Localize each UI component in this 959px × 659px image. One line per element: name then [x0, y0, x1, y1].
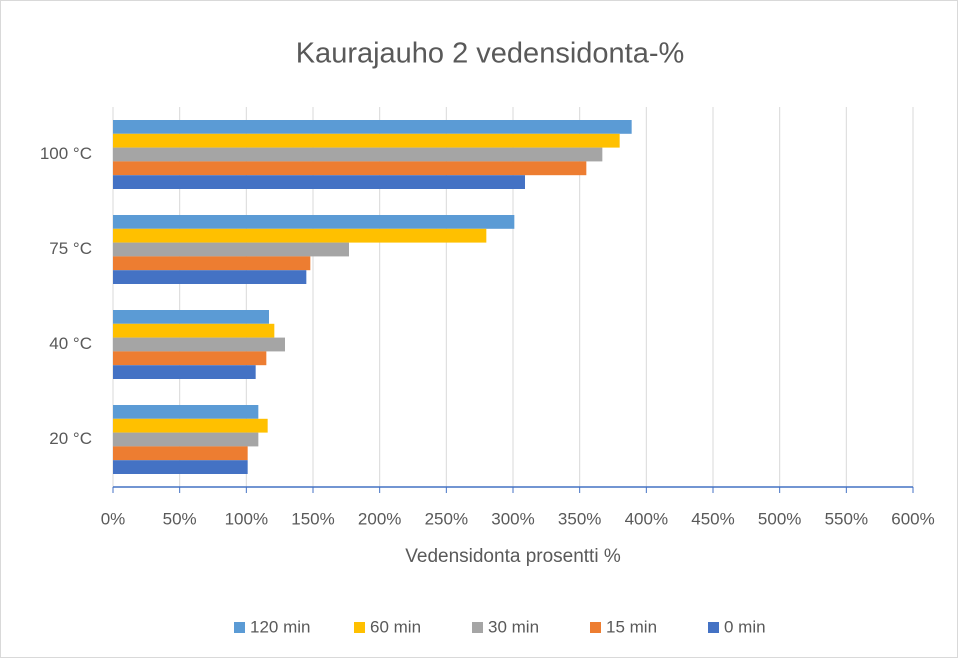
y-tick-label: 100 °C [40, 144, 92, 163]
x-tick-label: 500% [758, 509, 801, 528]
y-tick-label: 75 °C [49, 239, 92, 258]
bar [113, 215, 515, 229]
bar [113, 256, 311, 271]
bar [113, 270, 307, 284]
chart-title: Kaurajauho 2 vedensidonta-% [296, 38, 685, 70]
legend-swatch [234, 622, 245, 633]
bar [113, 365, 256, 379]
bar [113, 228, 487, 243]
x-tick-label: 550% [825, 509, 868, 528]
x-tick-label: 150% [291, 509, 334, 528]
bar [113, 351, 267, 366]
y-tick-label: 40 °C [49, 334, 92, 353]
legend-label: 15 min [606, 617, 657, 636]
x-tick-label: 350% [558, 509, 601, 528]
legend-label: 0 min [724, 617, 766, 636]
bar [113, 460, 248, 474]
x-tick-label: 300% [491, 509, 534, 528]
bar [113, 147, 603, 162]
bar [113, 405, 259, 419]
legend-label: 60 min [370, 617, 421, 636]
x-tick-label: 600% [891, 509, 934, 528]
x-tick-label: 200% [358, 509, 401, 528]
bar [113, 161, 587, 176]
bar [113, 418, 268, 433]
bar [113, 337, 285, 352]
bar [113, 323, 275, 338]
legend-swatch [354, 622, 365, 633]
x-tick-label: 400% [625, 509, 668, 528]
x-tick-label: 50% [163, 509, 197, 528]
bar [113, 310, 269, 324]
bar [113, 175, 525, 189]
x-tick-label: 0% [101, 509, 126, 528]
x-axis-title: Vedensidonta prosentti % [405, 546, 621, 567]
bar [113, 133, 620, 148]
bar [113, 446, 248, 461]
legend-swatch [590, 622, 601, 633]
bar [113, 432, 259, 447]
legend-swatch [472, 622, 483, 633]
y-tick-label: 20 °C [49, 429, 92, 448]
x-tick-label: 450% [691, 509, 734, 528]
legend-label: 120 min [250, 617, 310, 636]
bar [113, 242, 349, 257]
x-tick-label: 250% [425, 509, 468, 528]
legend-label: 30 min [488, 617, 539, 636]
bar [113, 120, 632, 134]
x-tick-label: 100% [225, 509, 268, 528]
legend-swatch [708, 622, 719, 633]
